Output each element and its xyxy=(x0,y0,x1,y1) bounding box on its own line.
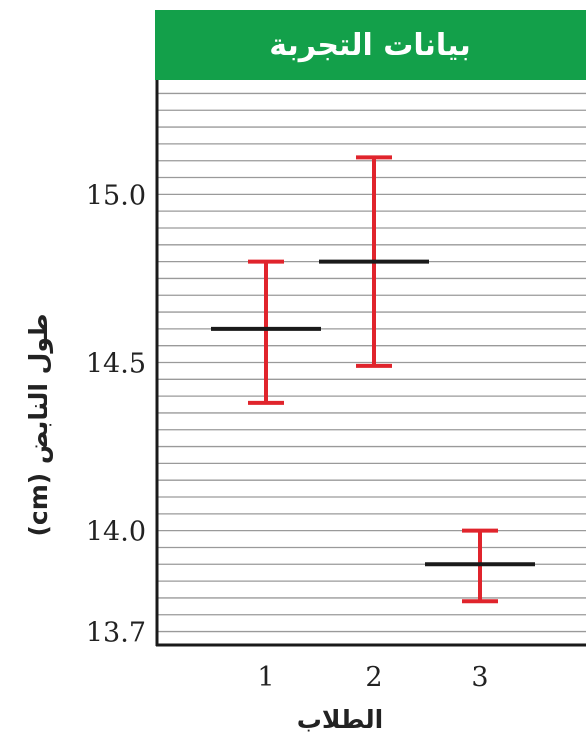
error-bar-group xyxy=(425,528,535,604)
error-bar-group xyxy=(211,259,321,405)
y-tick-label: 13.7 xyxy=(86,618,146,649)
error-bar-marks xyxy=(211,155,535,604)
x-tick-label: 1 xyxy=(257,662,274,693)
x-tick-label: 3 xyxy=(471,662,488,693)
y-axis-title: طول النابض (cm) xyxy=(24,313,54,536)
y-tick-label: 15.0 xyxy=(86,180,146,211)
plot-frame xyxy=(155,80,586,647)
y-tick-label: 14.5 xyxy=(86,349,146,380)
gridlines xyxy=(157,92,586,633)
y-tick-label: 14.0 xyxy=(86,517,146,548)
x-tick-label: 2 xyxy=(365,662,382,693)
x-tick-labels: 1 2 3 xyxy=(257,662,488,693)
error-bar-group xyxy=(319,155,429,368)
x-axis-title: الطلاب xyxy=(297,705,383,734)
chart-header: بيانات التجربة xyxy=(155,10,586,80)
header-background xyxy=(155,10,586,80)
chart-title: بيانات التجربة xyxy=(269,28,470,63)
y-tick-labels: 15.0 14.5 14.0 13.7 xyxy=(86,180,146,648)
